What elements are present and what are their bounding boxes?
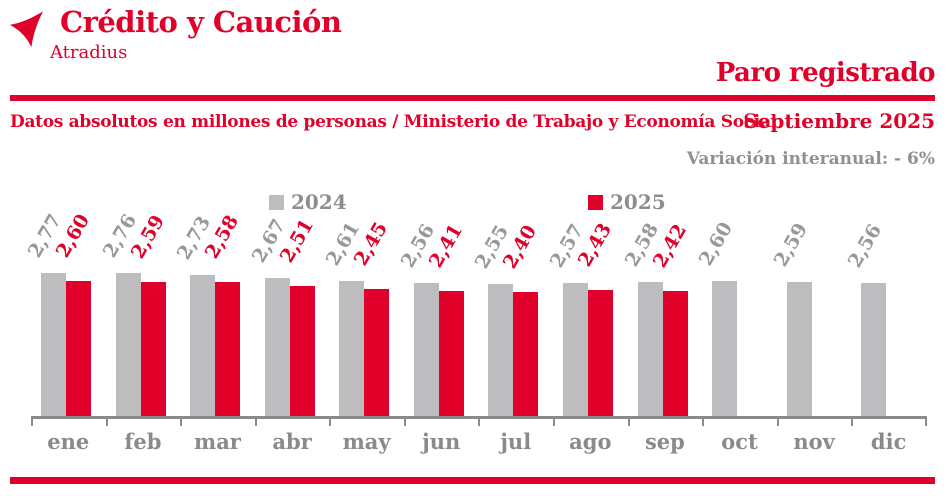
bar-2024-oct: 2,60 bbox=[695, 219, 737, 416]
month-group-jun: 2,56 2,41 bbox=[397, 221, 479, 426]
legend-swatch-2025 bbox=[588, 194, 603, 210]
month-group-feb: 2,76 2,59 bbox=[98, 211, 181, 426]
bar-2025-abr: 2,51 bbox=[276, 215, 318, 416]
month-label-nov: nov bbox=[793, 429, 835, 454]
bar-2024-dic: 2,56 bbox=[844, 221, 886, 416]
bar-2025-ago: 2,43 bbox=[574, 220, 616, 416]
month-label-mar: mar bbox=[193, 429, 241, 454]
bar-2024-feb: 2,76 bbox=[98, 211, 141, 416]
legend-item-2024: 2024 bbox=[269, 192, 347, 212]
month-label-oct: oct bbox=[721, 429, 758, 454]
bar-2024-jul: 2,55 bbox=[471, 221, 513, 416]
bar-2024-ago: 2,57 bbox=[546, 220, 588, 416]
month-group-dic: 2,56 bbox=[844, 221, 926, 426]
credito-caucion-logo-icon bbox=[9, 11, 43, 48]
bar-2024-mar: 2,73 bbox=[173, 212, 215, 416]
bar-2025-may: 2,45 bbox=[350, 219, 392, 416]
legend-item-2025: 2025 bbox=[588, 192, 666, 212]
bar-2024-jun: 2,56 bbox=[397, 221, 439, 416]
bar-2024-sep: 2,58 bbox=[620, 220, 663, 416]
value-label-2024-oct: 2,60 bbox=[695, 218, 738, 270]
x-axis-month-labels: ene feb mar abr may jun jul ago sep oct nov dic bbox=[31, 431, 926, 452]
bar-2025-jul: 2,40 bbox=[499, 221, 541, 416]
yoy-variation-label: Variación interanual: - 6% bbox=[686, 149, 935, 169]
top-divider-rule bbox=[10, 95, 935, 101]
month-label-ene: ene bbox=[47, 429, 90, 454]
legend-label-2025: 2025 bbox=[610, 190, 666, 214]
month-label-dic: dic bbox=[870, 429, 907, 454]
month-group-mar: 2,73 2,58 bbox=[173, 212, 255, 426]
bar-2024-ene: 2,77 bbox=[24, 210, 66, 416]
month-label-may: may bbox=[342, 429, 391, 454]
legend-swatch-2024 bbox=[269, 194, 284, 210]
month-group-oct: 2,60 bbox=[695, 219, 777, 426]
month-group-may: 2,61 2,45 bbox=[322, 218, 404, 426]
month-label-feb: feb bbox=[124, 429, 162, 454]
month-label-ago: ago bbox=[569, 429, 612, 454]
bottom-divider-rule bbox=[10, 477, 935, 484]
bar-2025-feb: 2,59 bbox=[126, 211, 169, 416]
month-group-ago: 2,57 2,43 bbox=[546, 220, 628, 426]
month-group-abr: 2,67 2,51 bbox=[248, 215, 330, 426]
bar-2025-mar: 2,58 bbox=[201, 212, 243, 416]
value-label-2024-dic: 2,56 bbox=[844, 220, 887, 272]
bar-2024-nov: 2,59 bbox=[770, 219, 812, 416]
month-group-sep: 2,58 2,42 bbox=[620, 220, 703, 426]
month-label-jul: jul bbox=[500, 429, 532, 454]
month-label-abr: abr bbox=[272, 429, 312, 454]
month-group-nov: 2,59 bbox=[770, 219, 852, 426]
chart-subtitle-source: Datos absolutos en millones de personas … bbox=[10, 112, 777, 132]
month-group-jul: 2,55 2,40 bbox=[471, 221, 553, 426]
bar-2024-abr: 2,67 bbox=[248, 215, 290, 416]
month-label-sep: sep bbox=[644, 429, 685, 454]
plot-area: 2,77 2,60 2,76 2,59 2,73 2,58 2,67 2,51 2,61 2,45… bbox=[24, 210, 927, 426]
month-group-ene: 2,77 2,60 bbox=[24, 210, 106, 426]
period-label: Septiembre 2025 bbox=[743, 109, 935, 133]
page-title: Paro registrado bbox=[715, 58, 936, 88]
legend-label-2024: 2024 bbox=[291, 190, 347, 214]
bar-2025-ene: 2,60 bbox=[52, 211, 94, 416]
unemployment-bar-chart: 2,77 2,60 2,76 2,59 2,73 2,58 2,67 2,51 2,61 2,45… bbox=[24, 210, 927, 452]
bar-2025-jun: 2,41 bbox=[425, 221, 467, 416]
bar-2025-sep: 2,42 bbox=[648, 220, 691, 416]
bar-2024-may: 2,61 bbox=[322, 218, 364, 416]
month-label-jun: jun bbox=[422, 429, 461, 454]
logo-subtitle: Atradius bbox=[50, 42, 128, 63]
value-label-2024-nov: 2,59 bbox=[769, 219, 812, 271]
logo-title: Crédito y Caución bbox=[60, 5, 342, 39]
